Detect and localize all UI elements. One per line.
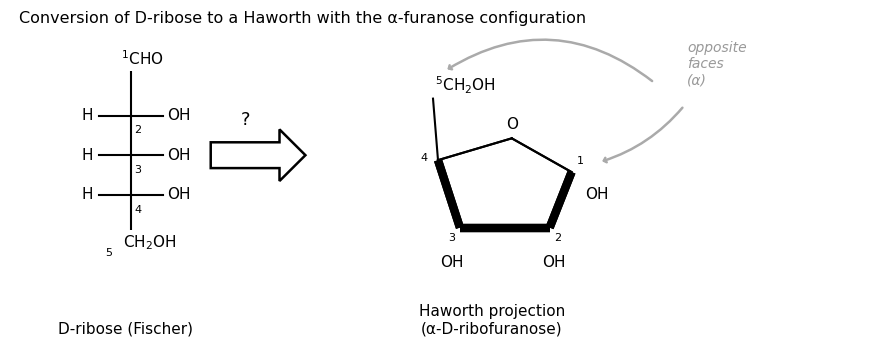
Text: OH: OH <box>441 255 463 270</box>
Text: $^5$CH$_2$OH: $^5$CH$_2$OH <box>435 74 496 96</box>
Text: 5: 5 <box>105 248 112 258</box>
Text: OH: OH <box>585 187 609 202</box>
Text: Conversion of D-ribose to a Haworth with the α-furanose configuration: Conversion of D-ribose to a Haworth with… <box>19 11 586 26</box>
Text: 2: 2 <box>554 233 561 243</box>
Text: O: O <box>505 117 518 132</box>
Text: OH: OH <box>542 255 565 270</box>
Polygon shape <box>438 138 571 228</box>
Text: OH: OH <box>166 108 190 123</box>
Text: $^1$CHO: $^1$CHO <box>121 49 164 68</box>
Text: 1: 1 <box>576 156 583 166</box>
Text: OH: OH <box>166 188 190 202</box>
FancyArrowPatch shape <box>604 108 682 162</box>
Text: 3: 3 <box>448 233 455 243</box>
Text: H: H <box>81 188 93 202</box>
Text: CH$_2$OH: CH$_2$OH <box>123 234 176 252</box>
Text: D-ribose (Fischer): D-ribose (Fischer) <box>59 322 194 337</box>
Text: 3: 3 <box>134 165 141 175</box>
Text: Haworth projection
(α-D-ribofuranose): Haworth projection (α-D-ribofuranose) <box>419 305 565 337</box>
Text: 4: 4 <box>134 205 141 215</box>
Text: opposite
faces
(α): opposite faces (α) <box>687 41 747 87</box>
Text: 4: 4 <box>420 153 428 163</box>
Text: H: H <box>81 148 93 163</box>
Polygon shape <box>211 129 306 181</box>
Text: 2: 2 <box>134 125 141 135</box>
Text: H: H <box>81 108 93 123</box>
Text: OH: OH <box>166 148 190 163</box>
Text: ?: ? <box>240 112 250 130</box>
FancyArrowPatch shape <box>449 40 652 81</box>
